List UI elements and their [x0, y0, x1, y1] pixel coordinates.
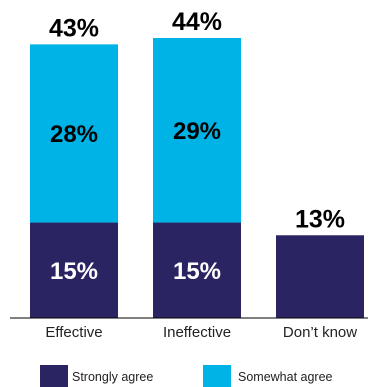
legend-label-somewhat-agree: Somewhat agree — [238, 370, 333, 384]
legend-swatch-strongly-agree — [40, 365, 68, 387]
total-label-ineffective: 44% — [172, 8, 222, 36]
segment-label-ineffective-strongly-agree: 15% — [173, 258, 221, 285]
bar-don-t-know-strongly-agree — [276, 235, 364, 318]
segment-label-effective-strongly-agree: 15% — [50, 258, 98, 285]
legend-swatch-somewhat-agree — [203, 365, 231, 387]
legend: Strongly agree Somewhat agree — [40, 365, 333, 387]
bar-ineffective-somewhat-agree — [153, 38, 241, 223]
segment-label-ineffective-somewhat-agree: 29% — [173, 118, 221, 145]
category-label-don-t-know: Don’t know — [283, 324, 357, 341]
bar-ineffective-strongly-agree — [153, 222, 241, 318]
labels-layer: 15% 28% 43% Effective 15% 29% 44% Ineffective 13… — [45, 8, 357, 341]
bar-effective-strongly-agree — [30, 222, 118, 318]
category-label-effective: Effective — [45, 324, 102, 341]
bars-layer — [30, 38, 364, 318]
category-label-ineffective: Ineffective — [163, 324, 231, 341]
total-label-don-t-know: 13% — [295, 205, 345, 233]
bar-effective-somewhat-agree — [30, 44, 118, 223]
legend-label-strongly-agree: Strongly agree — [72, 370, 153, 384]
total-label-effective: 43% — [49, 14, 99, 42]
segment-label-effective-somewhat-agree: 28% — [50, 121, 98, 148]
